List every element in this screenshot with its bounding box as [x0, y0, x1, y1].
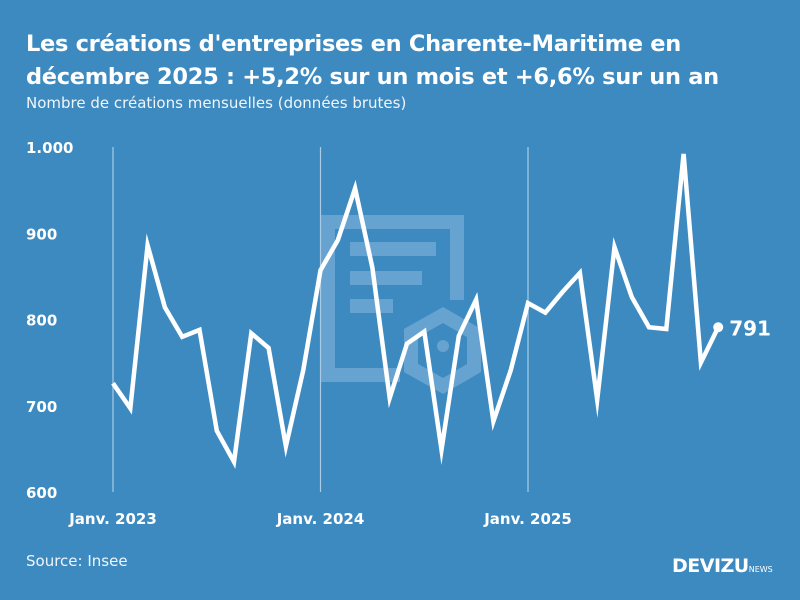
y-tick-label: 900 — [26, 225, 57, 243]
watermark-document-icon — [321, 215, 481, 395]
devizu-logo: DEVIZUNEWS — [672, 555, 773, 577]
x-tick-label: Janv. 2024 — [276, 510, 365, 528]
y-tick-label: 700 — [26, 398, 57, 416]
last-value-label: 791 — [729, 316, 771, 340]
logo-main: DEVIZU — [672, 555, 749, 577]
series-line — [111, 153, 721, 469]
last-point-marker — [713, 322, 724, 333]
source-note: Source: Insee — [26, 552, 128, 570]
chart-title: Les créations d'entreprises en Charente-… — [26, 31, 719, 90]
chart-subtitle: Nombre de créations mensuelles (données … — [26, 94, 407, 112]
x-tick-label: Janv. 2025 — [483, 510, 572, 528]
x-tick-label: Janv. 2023 — [68, 510, 157, 528]
y-tick-label: 600 — [26, 484, 57, 502]
y-tick-label: 800 — [26, 312, 57, 330]
y-tick-label: 1.000 — [26, 139, 73, 157]
logo-sub: NEWS — [748, 565, 773, 574]
